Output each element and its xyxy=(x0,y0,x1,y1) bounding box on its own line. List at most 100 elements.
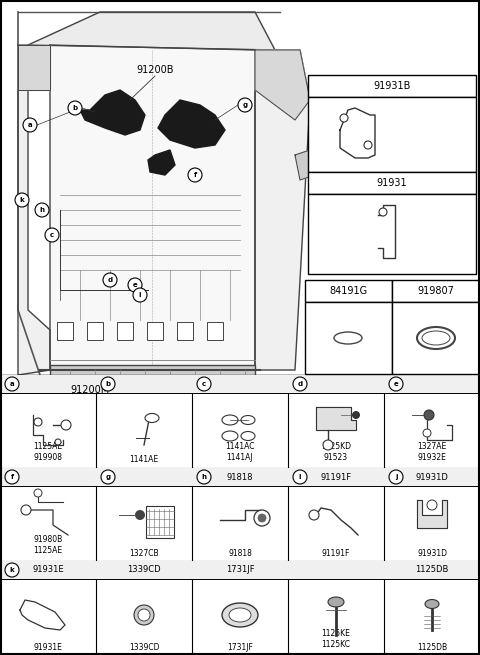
Ellipse shape xyxy=(425,599,439,608)
Ellipse shape xyxy=(241,415,255,424)
Circle shape xyxy=(135,510,145,520)
Circle shape xyxy=(238,98,252,112)
Ellipse shape xyxy=(328,597,344,607)
Circle shape xyxy=(254,510,270,526)
Text: f: f xyxy=(11,474,13,480)
Bar xyxy=(0,375,480,655)
Text: k: k xyxy=(20,197,24,203)
Circle shape xyxy=(68,101,82,115)
Circle shape xyxy=(389,470,403,484)
Circle shape xyxy=(34,489,42,497)
Text: a: a xyxy=(10,381,14,387)
Text: 1327AE
91932E: 1327AE 91932E xyxy=(418,441,446,462)
Text: 1731JF: 1731JF xyxy=(227,643,253,652)
Polygon shape xyxy=(28,12,275,50)
Circle shape xyxy=(21,505,31,515)
Circle shape xyxy=(293,470,307,484)
Ellipse shape xyxy=(422,331,450,345)
Ellipse shape xyxy=(241,432,255,441)
Bar xyxy=(305,302,392,374)
Ellipse shape xyxy=(334,332,362,344)
Text: 91980B
1125AE: 91980B 1125AE xyxy=(34,534,62,555)
Text: 1125KE
1125KC: 1125KE 1125KC xyxy=(322,629,350,649)
Text: b: b xyxy=(106,381,110,387)
Circle shape xyxy=(23,118,37,132)
Text: d: d xyxy=(108,277,113,283)
Circle shape xyxy=(389,377,403,391)
Text: k: k xyxy=(10,567,14,573)
Text: j: j xyxy=(395,474,397,480)
Circle shape xyxy=(423,429,431,437)
Circle shape xyxy=(352,411,360,419)
Text: 91931E: 91931E xyxy=(34,643,62,652)
Text: 91931E: 91931E xyxy=(32,565,64,574)
Text: 1141AC
1141AJ: 1141AC 1141AJ xyxy=(225,441,255,462)
Text: e: e xyxy=(132,282,137,288)
Text: 1125KD
91523: 1125KD 91523 xyxy=(321,441,351,462)
Ellipse shape xyxy=(145,413,159,422)
Circle shape xyxy=(133,288,147,302)
Polygon shape xyxy=(255,50,310,370)
Polygon shape xyxy=(18,45,50,375)
Text: 91191F: 91191F xyxy=(322,548,350,557)
Ellipse shape xyxy=(229,608,251,622)
Circle shape xyxy=(55,439,61,445)
Bar xyxy=(308,75,476,97)
Text: d: d xyxy=(298,381,302,387)
Bar xyxy=(177,322,193,340)
Circle shape xyxy=(188,168,202,182)
Polygon shape xyxy=(50,45,255,370)
Ellipse shape xyxy=(222,603,258,627)
Text: h: h xyxy=(39,207,45,213)
Bar xyxy=(0,375,480,393)
Text: 91931D: 91931D xyxy=(417,548,447,557)
Circle shape xyxy=(134,605,154,625)
Circle shape xyxy=(340,114,348,122)
Circle shape xyxy=(364,141,372,149)
Text: b: b xyxy=(72,105,78,111)
Circle shape xyxy=(45,228,59,242)
Text: g: g xyxy=(106,474,110,480)
Polygon shape xyxy=(295,150,315,180)
Text: i: i xyxy=(299,474,301,480)
Circle shape xyxy=(5,563,19,577)
Text: 91191F: 91191F xyxy=(321,472,351,481)
Ellipse shape xyxy=(222,431,238,441)
Circle shape xyxy=(293,377,307,391)
Circle shape xyxy=(197,377,211,391)
Text: 1125DB: 1125DB xyxy=(415,565,449,574)
Polygon shape xyxy=(148,150,175,175)
Text: h: h xyxy=(202,474,206,480)
Text: 919807: 919807 xyxy=(418,286,455,296)
Circle shape xyxy=(197,470,211,484)
Bar xyxy=(87,322,103,340)
Polygon shape xyxy=(316,407,356,430)
Text: 91200M: 91200M xyxy=(71,385,109,395)
Bar xyxy=(392,302,480,374)
Circle shape xyxy=(61,420,71,430)
Circle shape xyxy=(34,418,42,426)
Polygon shape xyxy=(158,100,225,148)
Ellipse shape xyxy=(222,415,238,425)
Text: 1125AE
919908: 1125AE 919908 xyxy=(34,441,62,462)
Text: 84191G: 84191G xyxy=(329,286,368,296)
Text: 1327CB: 1327CB xyxy=(129,548,159,557)
Bar xyxy=(207,322,223,340)
Circle shape xyxy=(35,203,49,217)
Circle shape xyxy=(309,510,319,520)
Bar xyxy=(147,322,163,340)
Circle shape xyxy=(15,193,29,207)
Text: 91931D: 91931D xyxy=(416,472,448,481)
Circle shape xyxy=(138,609,150,621)
Text: 1125DB: 1125DB xyxy=(417,643,447,652)
Text: 1339CD: 1339CD xyxy=(129,643,159,652)
Polygon shape xyxy=(417,500,447,528)
Text: c: c xyxy=(50,232,54,238)
Text: 91818: 91818 xyxy=(227,472,253,481)
Bar xyxy=(305,280,392,302)
Bar xyxy=(308,97,476,172)
Ellipse shape xyxy=(417,327,455,349)
Bar xyxy=(0,561,480,579)
Text: 1141AE: 1141AE xyxy=(130,455,158,464)
Text: 1339CD: 1339CD xyxy=(127,565,161,574)
